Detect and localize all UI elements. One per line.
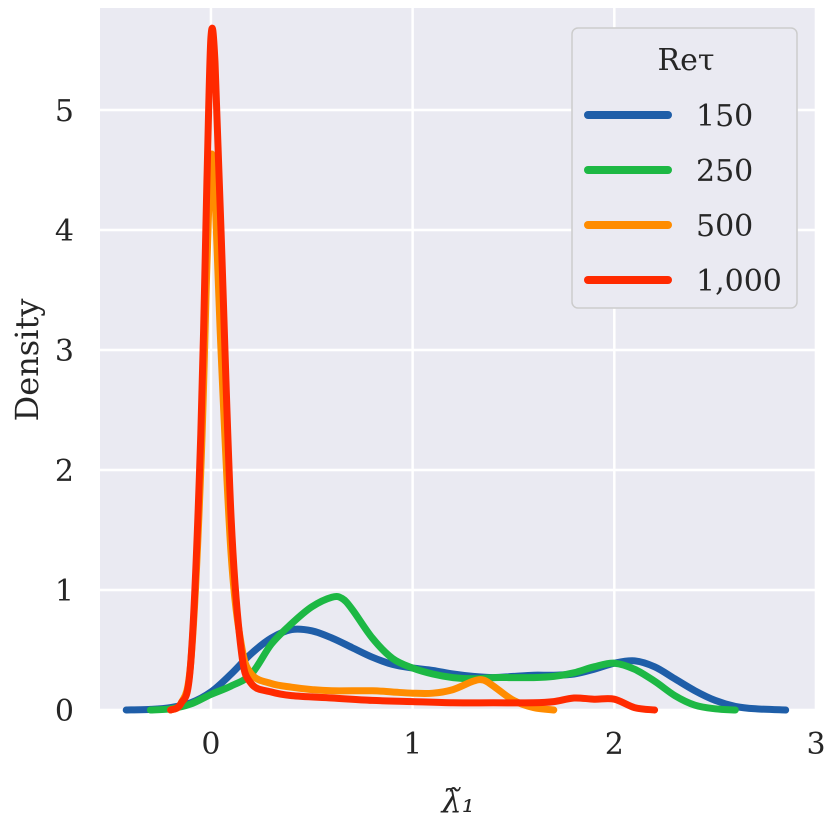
series-line-4	[167, 24, 659, 714]
legend-label: 500	[696, 209, 753, 244]
x-tick-label: 0	[201, 727, 220, 762]
legend-label: 1,000	[696, 264, 782, 299]
legend-label: 250	[696, 154, 753, 189]
legend-title: Reτ	[658, 43, 715, 78]
series-lines	[122, 24, 790, 714]
x-tick-label: 3	[806, 727, 825, 762]
legend-label: 150	[696, 99, 753, 134]
y-tick-labels: 0 1 2 3 4 5	[55, 94, 74, 729]
x-tick-label: 1	[403, 727, 422, 762]
y-tick-label: 1	[55, 574, 74, 609]
y-axis-label: Density	[8, 299, 46, 422]
x-tick-label: 2	[605, 727, 624, 762]
y-tick-label: 3	[55, 334, 74, 369]
y-tick-label: 5	[55, 94, 74, 129]
series-line-1	[122, 625, 790, 714]
x-axis-label: λ̃₁	[439, 782, 474, 820]
legend-box	[571, 27, 798, 309]
y-tick-label: 4	[55, 214, 74, 249]
y-tick-label: 2	[55, 454, 74, 489]
y-tick-label: 0	[55, 694, 74, 729]
legend: Reτ 150 250 500 1,000	[571, 27, 798, 309]
x-tick-labels: 0 1 2 3	[201, 727, 825, 762]
